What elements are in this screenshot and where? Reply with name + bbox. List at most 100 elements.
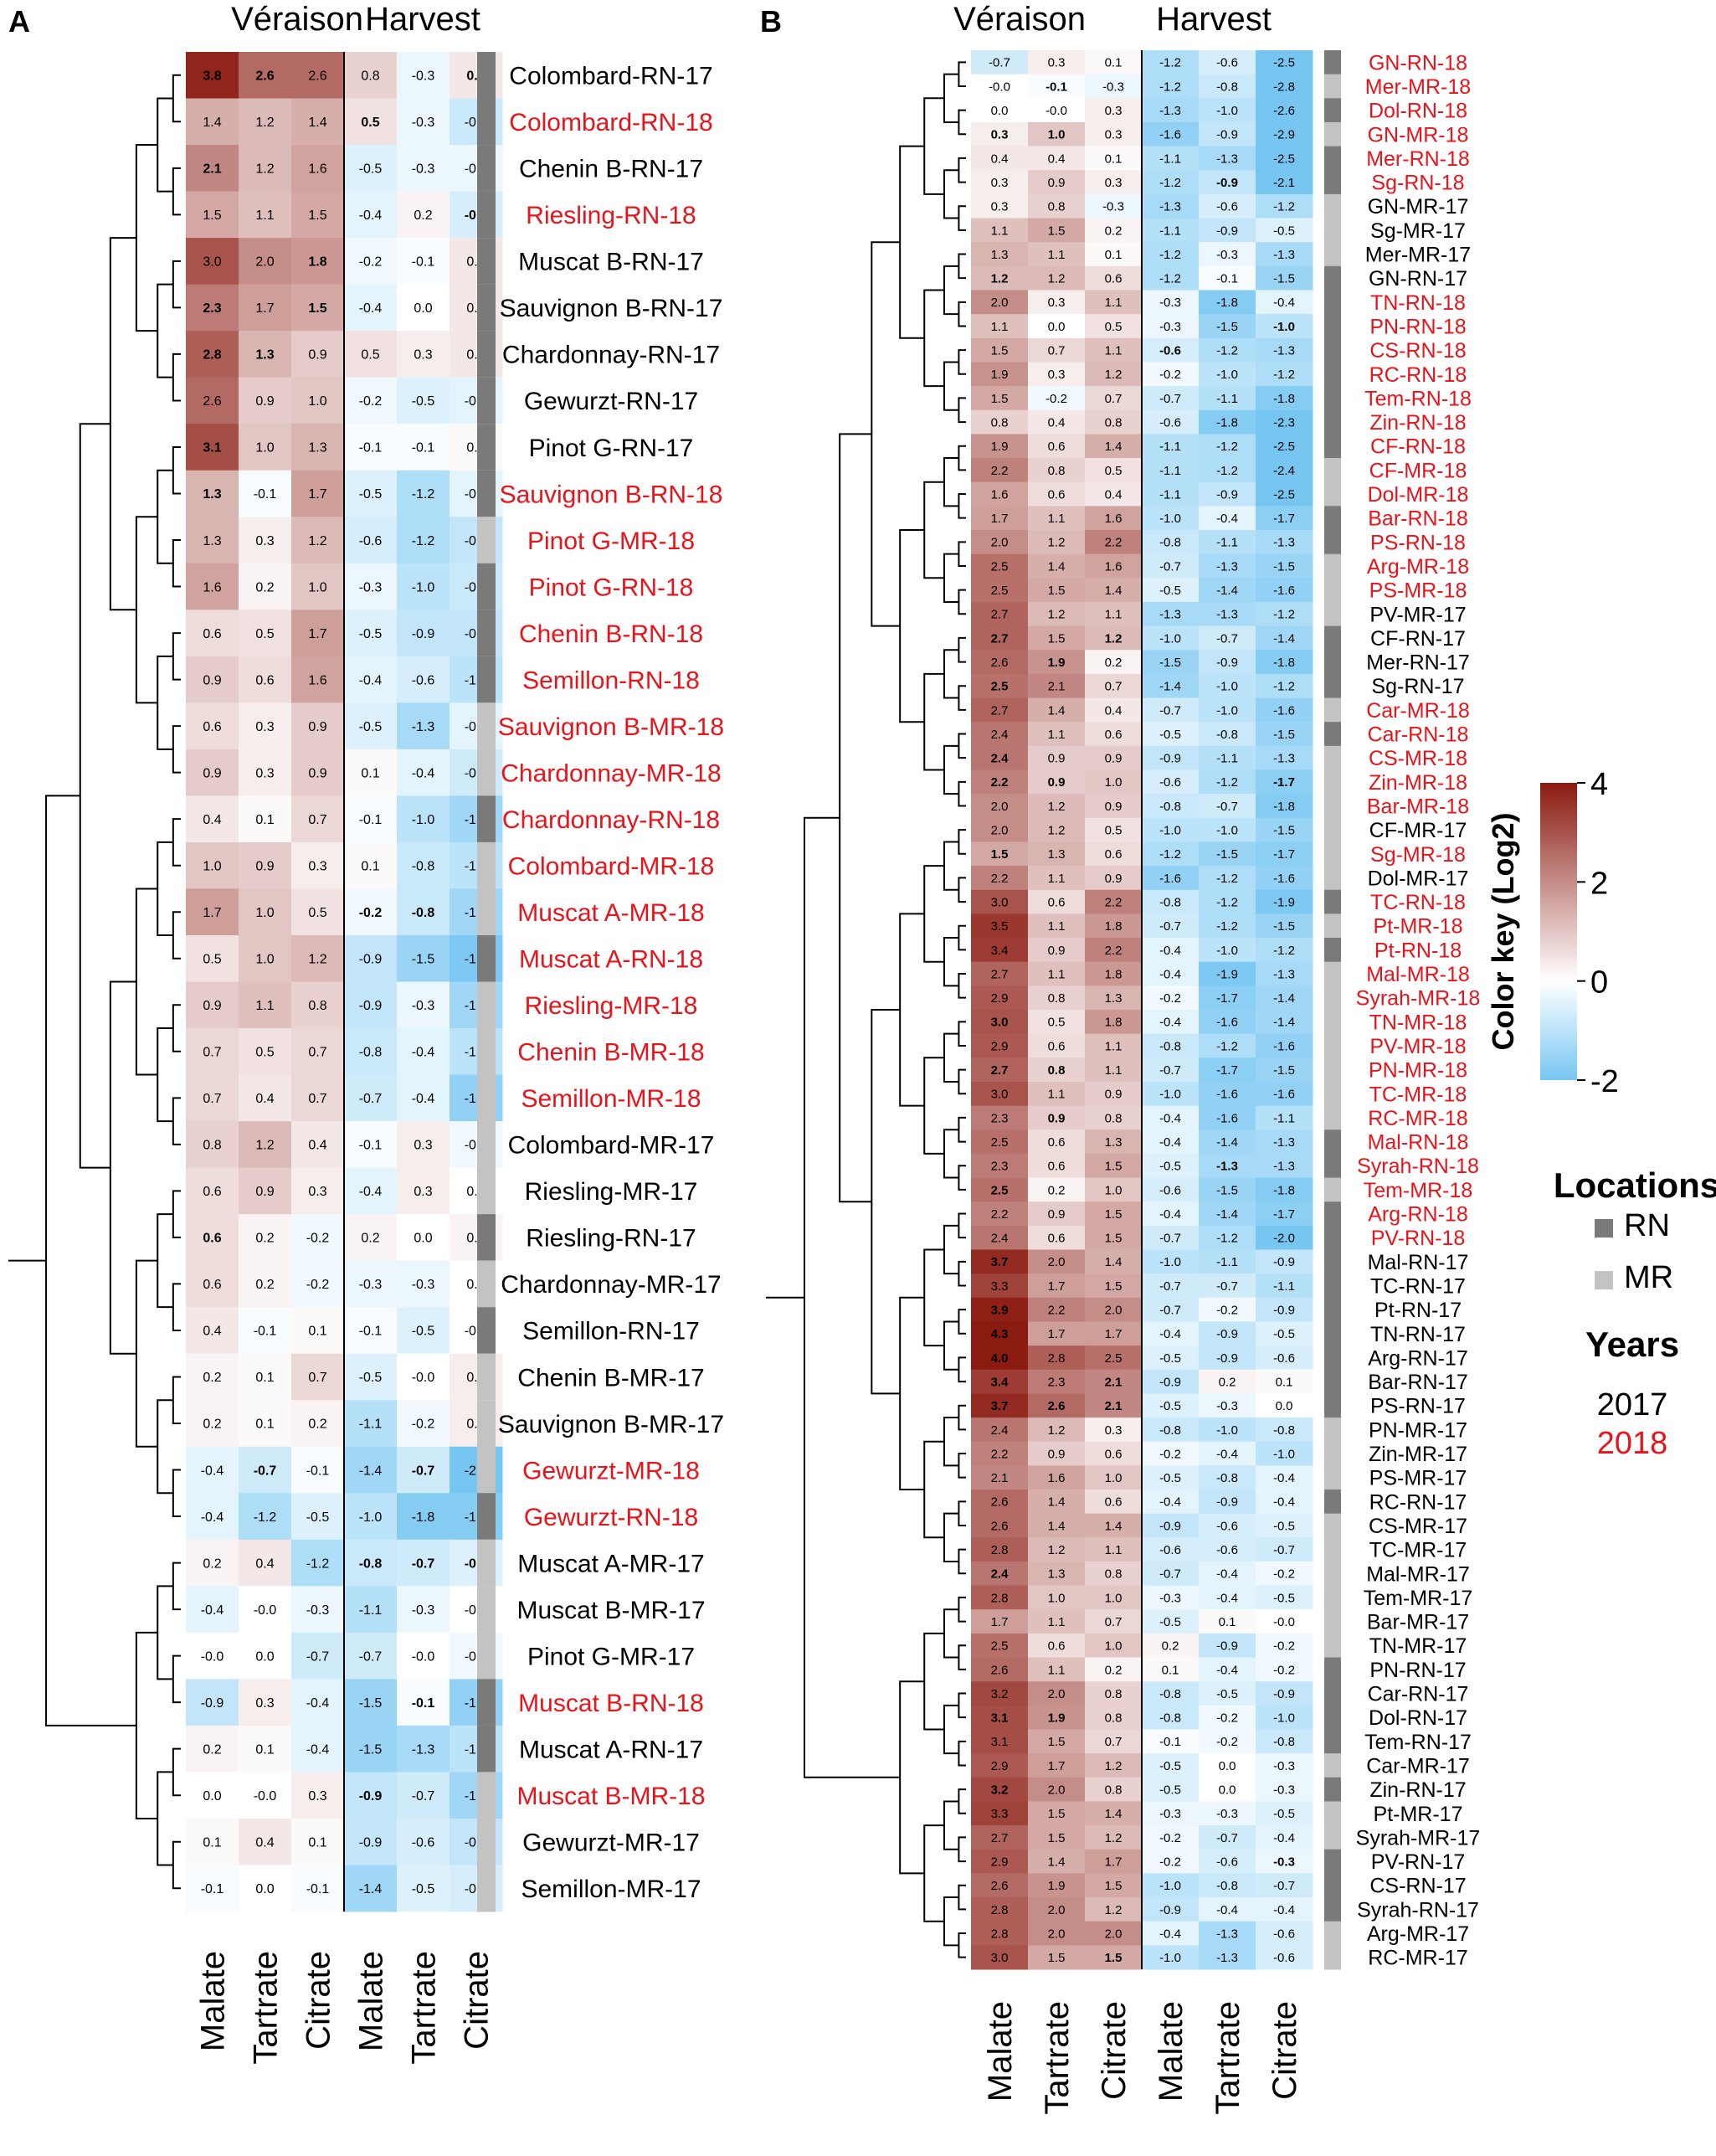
location-bar-segment	[1324, 1201, 1341, 1227]
cell-value: 0.6	[1105, 1447, 1123, 1461]
cell-value: 0.7	[1105, 1615, 1123, 1629]
heatmap-cell	[1085, 265, 1143, 291]
heatmap-cell	[1028, 866, 1086, 891]
heatmap-cell	[1085, 1225, 1143, 1250]
heatmap-cell	[1085, 362, 1143, 387]
heatmap-cell	[971, 74, 1029, 99]
heatmap-cell	[1028, 193, 1086, 219]
dendrogram-branch	[958, 924, 966, 951]
heatmap-cell	[971, 1537, 1029, 1562]
cell-value: 0.2	[255, 1232, 274, 1246]
heatmap-cell	[239, 1167, 292, 1215]
heatmap-cell	[971, 409, 1029, 435]
heatmap-cell	[971, 1490, 1029, 1515]
heatmap-cell	[1199, 530, 1256, 555]
cell-value: 2.9	[991, 1759, 1009, 1773]
heatmap-cell	[344, 1167, 398, 1215]
dendrogram-branch	[958, 1453, 966, 1479]
cell-value: -0.4	[1216, 1903, 1238, 1917]
cell-value: 1.5	[1048, 584, 1066, 598]
cell-value: -0.1	[412, 441, 435, 455]
dendrogram-branch	[943, 1224, 959, 1275]
location-bar-segment	[1324, 1105, 1341, 1130]
heatmap-cell	[291, 1353, 345, 1401]
cell-value: -0.7	[306, 1649, 330, 1664]
heatmap-cell	[1085, 1177, 1143, 1202]
dendrogram-branch	[923, 1440, 944, 1539]
dendrogram-branch	[943, 1032, 959, 1083]
cell-value: 0.4	[991, 152, 1009, 166]
heatmap-cell	[1028, 745, 1086, 770]
heatmap-cell	[971, 1297, 1029, 1322]
heatmap-cell	[1256, 866, 1313, 891]
heatmap-cell	[1142, 1490, 1200, 1515]
cell-value: -0.0	[201, 1649, 224, 1664]
column-label: Malate	[982, 2001, 1019, 2102]
cell-value: -1.0	[1273, 320, 1295, 334]
heatmap-cell	[344, 795, 398, 843]
cell-value: -1.2	[1159, 80, 1181, 94]
row-label: Dol-MR-17	[1368, 867, 1469, 890]
cell-value: 0.4	[1105, 703, 1123, 718]
row-label: Syrah-RN-17	[1357, 1898, 1479, 1922]
cell-value: 1.5	[308, 301, 326, 316]
cell-value: 1.7	[1105, 1855, 1123, 1869]
dendrogram-branch	[135, 1631, 158, 1819]
cell-value: -0.3	[1159, 296, 1181, 310]
cell-value: 0.7	[1105, 1735, 1123, 1749]
cell-value: 3.1	[991, 1735, 1009, 1749]
cell-value: -0.4	[1216, 1591, 1238, 1605]
cell-value: 2.8	[991, 1903, 1009, 1917]
cell-value: 0.5	[255, 627, 274, 641]
heatmap-cell	[397, 1725, 450, 1773]
cell-value: 0.6	[1048, 1160, 1066, 1174]
heatmap-cell	[1085, 985, 1143, 1011]
cell-value: -0.7	[359, 1092, 383, 1106]
cell-value: 1.7	[308, 487, 326, 502]
cell-value: 1.0	[1048, 128, 1066, 142]
cell-value: 2.0	[991, 296, 1009, 310]
cell-value: -0.1	[1216, 272, 1238, 286]
heatmap-cell	[344, 1632, 398, 1680]
row-label: Dol-RN-18	[1369, 100, 1467, 123]
location-bar-segment	[1324, 1585, 1341, 1610]
heatmap-cell	[1028, 1705, 1086, 1730]
cell-value: -1.3	[1273, 967, 1295, 981]
heatmap-cell	[971, 1801, 1029, 1826]
cell-value: -0.8	[359, 1046, 383, 1060]
heatmap-cell	[291, 52, 345, 100]
location-bar-segment	[477, 981, 496, 1029]
heatmap-cell	[186, 1121, 239, 1169]
heatmap-cell	[971, 1777, 1029, 1802]
dendrogram-branch	[923, 1824, 944, 1922]
heatmap-cell	[971, 146, 1029, 171]
cell-value: 0.5	[361, 116, 379, 130]
location-bar-segment	[1324, 50, 1341, 75]
cell-value: -1.0	[1216, 680, 1238, 694]
dendrogram-branch	[958, 1740, 966, 1767]
cell-value: -0.6	[1159, 1183, 1181, 1197]
cell-value: 1.9	[1048, 1711, 1066, 1726]
row-label: Bar-RN-18	[1368, 507, 1467, 531]
row-label: Mal-MR-18	[1366, 963, 1470, 986]
heatmap-cell	[971, 242, 1029, 267]
heatmap-cell	[1199, 1346, 1256, 1371]
heatmap-cell	[291, 1028, 345, 1076]
cell-value: -0.9	[1159, 752, 1181, 766]
cell-value: 0.8	[991, 415, 1009, 430]
heatmap-cell	[1199, 601, 1256, 627]
heatmap-cell	[971, 1418, 1029, 1443]
cell-value: 2.8	[991, 1591, 1009, 1605]
cell-value: -0.1	[359, 1325, 383, 1339]
row-label: Arg-RN-18	[1368, 1203, 1467, 1227]
cell-value: -0.9	[1216, 224, 1238, 238]
heatmap-cell	[1142, 601, 1200, 627]
cell-value: 0.6	[1105, 1495, 1123, 1510]
heatmap-cell	[1199, 745, 1256, 770]
cell-value: -0.4	[1216, 1663, 1238, 1677]
cell-value: 1.6	[308, 673, 326, 687]
cell-value: 0.6	[1048, 487, 1066, 502]
heatmap-cell	[1199, 1321, 1256, 1346]
heatmap-cell	[344, 1493, 398, 1541]
